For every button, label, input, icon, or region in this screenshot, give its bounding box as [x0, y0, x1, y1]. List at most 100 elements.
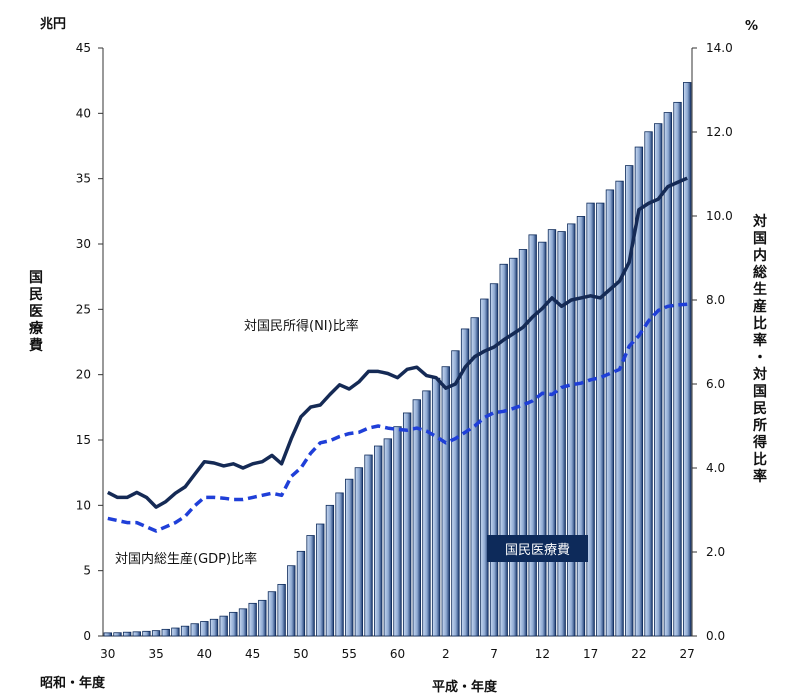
bar	[547, 229, 557, 637]
bar	[625, 165, 634, 637]
right-tick-label: 6.0	[706, 377, 725, 391]
bar	[190, 623, 199, 637]
axis-title-char: 総	[753, 265, 767, 281]
x-tick-label: 27	[680, 647, 695, 661]
bar	[296, 550, 306, 637]
bar	[209, 618, 219, 637]
axis-title-char: 療	[29, 321, 43, 337]
bar	[142, 630, 151, 637]
bar	[103, 632, 112, 637]
bar	[171, 627, 180, 637]
axis-title-char: 対	[753, 214, 767, 230]
right-unit-label: %	[745, 19, 758, 34]
left-axis-title: 国民医療費	[28, 270, 44, 355]
bar	[586, 202, 595, 637]
bar	[393, 426, 402, 637]
axis-title-char: 比	[753, 316, 767, 332]
left-tick-label: 0	[83, 629, 91, 643]
bar	[431, 377, 441, 637]
bar	[509, 257, 518, 637]
right-tick-label: 4.0	[706, 461, 725, 475]
x-tick-label: 7	[490, 647, 498, 661]
bar	[335, 492, 344, 637]
bar	[229, 611, 238, 637]
axis-title-char: 医	[29, 304, 43, 320]
axis-title-char: 生	[753, 282, 767, 298]
bar	[258, 599, 267, 637]
axis-title-char: 所	[753, 418, 767, 434]
bar	[683, 82, 692, 637]
bar	[306, 535, 315, 637]
bar	[596, 202, 605, 637]
axis-title-char: ・	[753, 350, 767, 366]
axis-title-char: 費	[29, 338, 43, 354]
bar	[287, 565, 296, 637]
bar	[605, 189, 615, 637]
bar	[567, 223, 576, 637]
bar	[238, 608, 248, 637]
bar	[277, 583, 286, 637]
left-tick-label: 35	[76, 172, 91, 186]
x-tick-label: 50	[293, 647, 308, 661]
axis-title-char: 率	[753, 333, 767, 349]
axis-title-char: 対	[753, 367, 767, 383]
national-medical-expense-label: 国民医療費	[487, 535, 589, 562]
axis-title-char: 内	[753, 248, 767, 264]
bar	[673, 101, 682, 637]
bar	[615, 180, 624, 637]
bar	[345, 478, 354, 637]
bar	[663, 112, 673, 637]
bar	[528, 234, 537, 637]
bar	[161, 628, 170, 637]
bar	[219, 615, 228, 637]
bar	[644, 131, 653, 637]
bar	[267, 591, 277, 637]
bar	[470, 317, 479, 637]
right-tick-label: 2.0	[706, 545, 725, 559]
bar	[654, 123, 663, 637]
bar	[480, 298, 489, 637]
bar	[248, 602, 257, 637]
axis-title-char: 民	[753, 401, 767, 417]
bar	[634, 146, 644, 637]
left-unit-label: 兆円	[40, 16, 66, 32]
axis-title-char: 国	[29, 270, 43, 286]
x-tick-label: 60	[390, 647, 405, 661]
bar	[374, 445, 383, 637]
bar	[402, 412, 412, 637]
right-tick-label: 10.0	[706, 209, 733, 223]
bars-group	[103, 82, 692, 637]
bar	[316, 523, 325, 637]
bar	[518, 249, 528, 637]
era-label-heisei: 平成・年度	[432, 680, 498, 695]
bar	[151, 630, 161, 637]
gdp-ratio-annotation: 対国内総生産(GDP)比率	[115, 552, 258, 567]
gdp-ratio-line	[107, 302, 688, 533]
axis-title-char: 比	[753, 452, 767, 468]
bar	[441, 366, 450, 637]
bar	[499, 263, 508, 637]
left-tick-label: 30	[76, 237, 91, 251]
bar	[576, 216, 586, 637]
axis-title-char: 国	[753, 384, 767, 400]
tick-labels-group: 0 5 10 15 20 25 30 35 40 45 0.0 2.0 4.0 6.0 8.0 10.0 12.…	[76, 41, 733, 661]
x-tick-label: 45	[245, 647, 260, 661]
right-tick-label: 12.0	[706, 125, 733, 139]
left-tick-label: 25	[76, 302, 91, 316]
left-tick-label: 5	[83, 564, 91, 578]
bar	[364, 454, 373, 637]
bar	[557, 231, 566, 637]
x-tick-label: 22	[631, 647, 646, 661]
ni-ratio-line	[106, 176, 688, 509]
x-tick-label: 30	[100, 647, 115, 661]
left-tick-label: 15	[76, 433, 91, 447]
axis-title-char: 得	[753, 435, 767, 451]
right-tick-label: 8.0	[706, 293, 725, 307]
left-tick-label: 40	[76, 106, 91, 120]
right-tick-label: 14.0	[706, 41, 733, 55]
axis-title-char: 率	[753, 469, 767, 485]
x-tick-label: 40	[197, 647, 212, 661]
bar	[132, 631, 141, 637]
bar	[354, 467, 364, 637]
bar	[489, 283, 499, 637]
